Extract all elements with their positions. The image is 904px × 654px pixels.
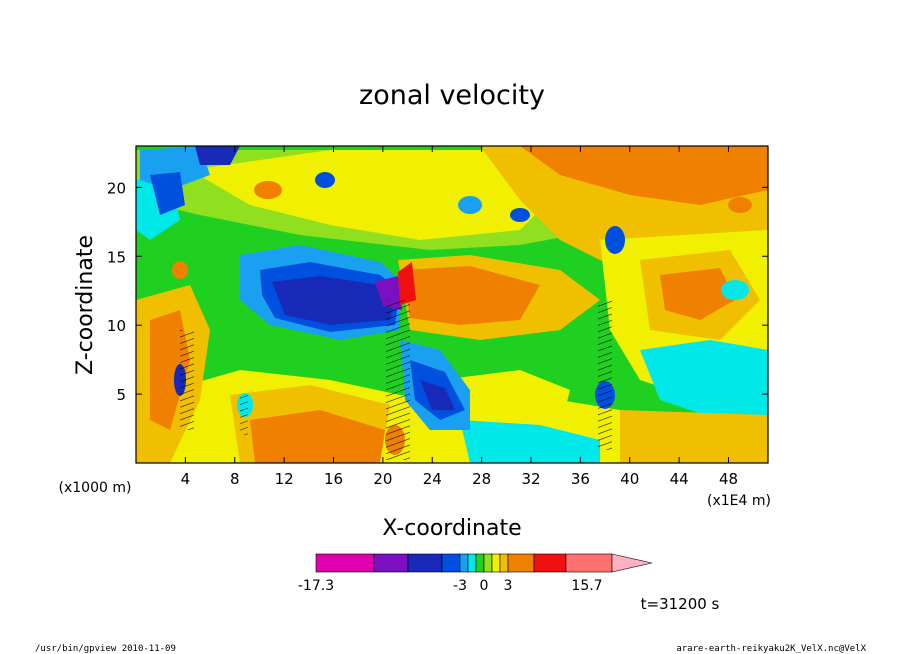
colorbar-label: -17.3 [298,578,334,594]
y-axis-label: Z-coordinate [73,235,98,375]
x-axis-label: X-coordinate [382,516,521,541]
colorbar-bin [459,553,469,573]
colorbar-bin [475,553,485,573]
colorbar-bin [507,553,535,573]
x-tick-label: 28 [472,470,491,488]
x-tick-label: 36 [571,470,590,488]
chart-title: zonal velocity [359,80,545,111]
x-tick-label: 20 [373,470,392,488]
x-unit-left: (x1000 m) [59,480,132,496]
colorbar-label: 3 [504,578,513,594]
colorbar-label: 15.7 [571,578,602,594]
time-label: t=31200 s [641,595,720,613]
y-tick-label: 15 [107,248,126,266]
plot-frame [135,145,769,464]
y-tick-label: 5 [116,386,126,404]
colorbar-bin [483,553,493,573]
x-tick-label: 16 [324,470,343,488]
colorbar-labels: -17.3 -3 0 3 15.7 [298,578,603,594]
colorbar-bin [565,553,613,573]
x-tick-label: 44 [670,470,689,488]
x-tick-label: 32 [521,470,540,488]
colorbar-arrow [611,553,653,573]
footer-source: arare-earth-reikyaku2K_VelX.nc@VelX [676,644,866,654]
x-tick-label: 24 [423,470,442,488]
x-unit-right: (x1E4 m) [707,493,771,509]
colorbar-bin [407,553,443,573]
x-tick-label: 8 [230,470,240,488]
colorbar-bin [373,553,409,573]
x-tick-label: 48 [719,470,738,488]
footer-program: /usr/bin/gpview 2010-11-09 [35,644,176,654]
colorbar-bin [533,553,567,573]
colorbar-label: -3 [453,578,467,594]
contour-field [136,146,768,463]
x-tick-label: 40 [620,470,639,488]
x-axis: 4 8 12 16 20 24 28 32 36 40 44 48 [181,146,738,488]
colorbar-bin [499,553,509,573]
colorbar-bin [491,553,501,573]
x-tick-label: 4 [181,470,191,488]
colorbar-bin [315,553,375,573]
x-tick-label: 12 [275,470,294,488]
colorbar [315,553,653,573]
y-tick-label: 10 [107,317,126,335]
colorbar-bin [467,553,477,573]
y-tick-label: 20 [107,179,126,197]
colorbar-label: 0 [480,578,489,594]
y-axis: 5 10 15 20 [107,179,768,404]
colorbar-bin [441,553,461,573]
